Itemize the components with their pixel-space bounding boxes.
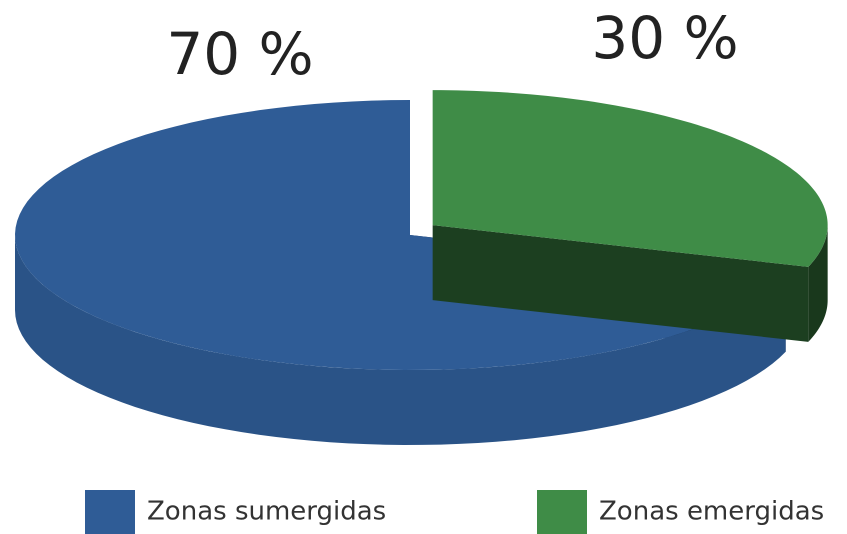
value-label: 30 % — [591, 4, 738, 72]
legend: Zonas sumergidas Zonas emergidas — [85, 490, 824, 534]
legend-swatch — [537, 490, 587, 534]
pie — [15, 90, 828, 445]
value-label: 70 % — [166, 20, 313, 88]
legend-swatch — [85, 490, 135, 534]
slice-side — [808, 225, 828, 342]
slice — [432, 90, 828, 267]
slice-cut — [432, 225, 809, 342]
slice-side — [15, 235, 786, 445]
legend-label: Zonas emergidas — [599, 497, 824, 527]
labels: 70 % 30 % — [166, 4, 738, 88]
legend-label: Zonas sumergidas — [147, 497, 386, 527]
